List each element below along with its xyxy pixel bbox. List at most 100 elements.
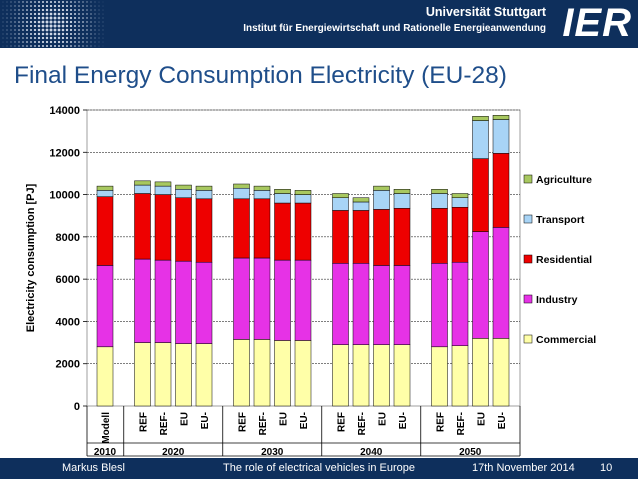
bar-segment-residential xyxy=(373,209,390,266)
bar-segment-industry xyxy=(175,260,192,344)
footer-author: Markus Blesl xyxy=(62,462,125,474)
footer-page-number: 10 xyxy=(600,462,613,474)
bar-segment-transport xyxy=(332,197,349,211)
bar-segment-transport xyxy=(431,193,448,209)
bar-segment-residential xyxy=(451,207,469,263)
legend-swatch-commercial xyxy=(523,334,533,344)
bar-segment-transport xyxy=(492,119,510,154)
university-logo-pattern-icon xyxy=(2,0,104,48)
bar-segment-commercial xyxy=(393,344,411,407)
bar-segment-commercial xyxy=(451,345,469,407)
bar-segment-transport xyxy=(233,187,250,200)
legend-label: Commercial xyxy=(536,334,596,346)
bar-segment-residential xyxy=(352,210,370,264)
bar-segment-transport xyxy=(472,120,489,159)
header-bar: Universität Stuttgart Institut für Energ… xyxy=(0,0,638,48)
bar-segment-agriculture xyxy=(195,185,213,191)
bar-segment-residential xyxy=(134,193,151,260)
legend-swatch-industry xyxy=(523,294,533,304)
bar-segment-residential xyxy=(253,198,271,259)
bar-segment-industry xyxy=(274,259,291,341)
bar-segment-residential xyxy=(154,194,172,261)
legend-label: Transport xyxy=(536,214,585,226)
bar-segment-residential xyxy=(233,198,250,259)
x-category-label: REF xyxy=(436,412,447,432)
x-category-label: REF xyxy=(238,412,249,432)
bar-segment-commercial xyxy=(332,344,349,407)
ier-logo: IER xyxy=(562,1,632,45)
bar-segment-industry xyxy=(451,261,469,346)
bar-segment-residential xyxy=(393,208,411,266)
bar-segment-transport xyxy=(451,197,469,208)
bar-segment-transport xyxy=(294,194,312,204)
bar-segment-residential xyxy=(332,210,349,264)
y-tick-label: 4000 xyxy=(56,316,80,328)
bar-segment-agriculture xyxy=(294,190,312,195)
bar-segment-agriculture xyxy=(431,189,448,194)
footer-talk-title: The role of electrical vehicles in Europ… xyxy=(223,462,415,474)
slide-title: Final Energy Consumption Electricity (EU… xyxy=(14,62,507,89)
bar-segment-industry xyxy=(373,265,390,345)
bar-segment-industry xyxy=(352,263,370,345)
x-category-label: EU xyxy=(180,412,191,426)
x-group-label: 2040 xyxy=(360,447,383,458)
bar-segment-agriculture xyxy=(332,193,349,198)
bar-segment-agriculture xyxy=(134,180,151,186)
x-category-label: REF- xyxy=(357,412,368,435)
bar-segment-agriculture xyxy=(154,181,172,187)
bar-segment-commercial xyxy=(195,343,213,407)
bar-segment-residential xyxy=(492,153,510,228)
x-category-label: EU- xyxy=(299,412,310,429)
x-group-label: 2020 xyxy=(162,447,185,458)
bar-segment-commercial xyxy=(352,344,370,407)
bar-segment-commercial xyxy=(472,338,489,407)
legend-label: Industry xyxy=(536,294,578,306)
y-tick-label: 14000 xyxy=(49,105,80,117)
bar-segment-agriculture xyxy=(373,185,390,191)
x-category-label: EU xyxy=(477,412,488,426)
bar-segment-residential xyxy=(96,196,114,266)
x-category-label: REF xyxy=(139,412,150,432)
bar-segment-agriculture xyxy=(96,185,114,191)
bar-segment-transport xyxy=(253,190,271,200)
bar-segment-transport xyxy=(373,190,390,210)
x-category-label: EU- xyxy=(398,412,409,429)
y-tick-label: 0 xyxy=(74,401,80,413)
bar-segment-industry xyxy=(134,258,151,343)
bar-segment-commercial xyxy=(154,342,172,407)
bar-segment-residential xyxy=(431,208,448,264)
bar-segment-transport xyxy=(154,185,172,195)
y-tick-label: 2000 xyxy=(56,359,80,371)
bar-segment-industry xyxy=(195,261,213,344)
x-category-label: REF- xyxy=(159,412,170,435)
bar-segment-industry xyxy=(472,231,489,339)
bar-segment-agriculture xyxy=(253,185,271,191)
bar-segment-agriculture xyxy=(233,183,250,189)
bar-segment-commercial xyxy=(134,342,151,407)
legend-label: Residential xyxy=(536,254,592,266)
bar-segment-agriculture xyxy=(175,184,192,190)
bar-segment-agriculture xyxy=(492,115,510,120)
bar-segment-residential xyxy=(294,202,312,261)
y-tick-label: 6000 xyxy=(56,274,80,286)
legend-label: Agriculture xyxy=(536,174,592,186)
bar-segment-transport xyxy=(274,193,291,204)
bar-segment-agriculture xyxy=(352,197,370,203)
bar-segment-industry xyxy=(233,257,250,340)
legend-swatch-residential xyxy=(523,254,533,264)
institute-name: Institut für Energiewirtschaft und Ratio… xyxy=(243,23,546,34)
bar-segment-transport xyxy=(352,201,370,211)
bar-segment-residential xyxy=(195,198,213,263)
footer-bar: Markus Blesl The role of electrical vehi… xyxy=(0,458,638,479)
bar-segment-commercial xyxy=(175,343,192,407)
bar-segment-commercial xyxy=(294,340,312,407)
bar-segment-industry xyxy=(431,263,448,348)
bar-segment-industry xyxy=(96,265,114,348)
bar-segment-industry xyxy=(154,259,172,343)
bar-segment-transport xyxy=(96,190,114,197)
y-tick-label: 10000 xyxy=(49,190,80,202)
bar-segment-commercial xyxy=(492,338,510,407)
bar-segment-commercial xyxy=(373,344,390,407)
bar-segment-commercial xyxy=(253,339,271,407)
x-category-label: REF- xyxy=(258,412,269,435)
